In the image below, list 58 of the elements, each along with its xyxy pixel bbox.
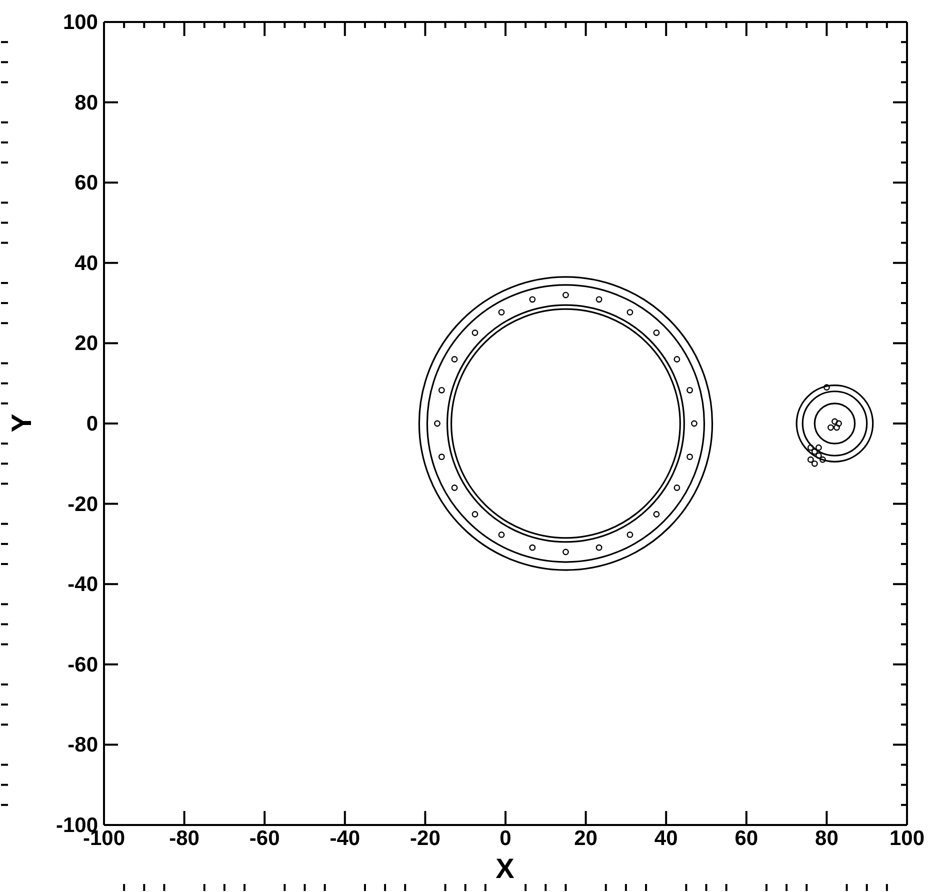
point — [836, 420, 842, 427]
point — [828, 424, 834, 431]
point — [472, 511, 478, 518]
point — [834, 424, 840, 431]
point — [653, 511, 660, 518]
x-tick-label: 60 — [734, 827, 758, 850]
x-tick-label: -40 — [330, 827, 360, 850]
y-tick-label: -60 — [68, 653, 98, 676]
point — [498, 532, 505, 538]
point — [626, 532, 634, 538]
point — [815, 444, 822, 451]
y-axis-title: Y — [5, 412, 38, 434]
point — [691, 420, 698, 427]
point — [451, 356, 458, 362]
point — [811, 460, 818, 467]
point — [596, 296, 602, 303]
point — [824, 384, 830, 391]
y-tick-label: 100 — [62, 11, 98, 34]
x-tick-label: 20 — [574, 827, 598, 850]
y-tick-label: -40 — [68, 573, 98, 596]
point — [529, 296, 536, 303]
point — [472, 330, 478, 336]
y-tick-label: -80 — [68, 734, 98, 757]
point — [674, 484, 680, 491]
x-tick-label: 80 — [815, 827, 838, 850]
y-tick-label: 40 — [74, 252, 98, 275]
point — [653, 330, 660, 336]
y-tick-label: 0 — [86, 412, 98, 436]
point — [686, 454, 693, 460]
point — [438, 386, 445, 394]
point — [562, 548, 569, 556]
x-tick-label: 0 — [500, 827, 512, 850]
point — [807, 444, 814, 451]
point — [832, 418, 838, 425]
point — [811, 448, 818, 455]
point — [498, 309, 505, 316]
point — [438, 454, 445, 460]
y-tick-label: 20 — [74, 332, 98, 356]
point — [815, 452, 822, 459]
point — [686, 386, 693, 394]
point — [819, 456, 826, 463]
y-tick-label: -20 — [68, 492, 98, 516]
point — [451, 484, 458, 491]
x-tick-label: -80 — [169, 827, 200, 850]
point — [562, 292, 569, 298]
point — [807, 456, 814, 463]
x-tick-label: -60 — [249, 827, 280, 850]
point — [626, 309, 634, 316]
point — [434, 420, 440, 427]
y-tick-label: 60 — [74, 172, 98, 195]
point — [529, 544, 536, 551]
x-tick-label: 40 — [654, 827, 678, 850]
x-tick-label: 100 — [889, 827, 925, 850]
point — [674, 356, 680, 362]
x-axis-title: X — [494, 852, 516, 886]
y-tick-label: 80 — [74, 91, 98, 114]
point — [596, 544, 602, 551]
x-tick-label: -20 — [410, 827, 440, 850]
